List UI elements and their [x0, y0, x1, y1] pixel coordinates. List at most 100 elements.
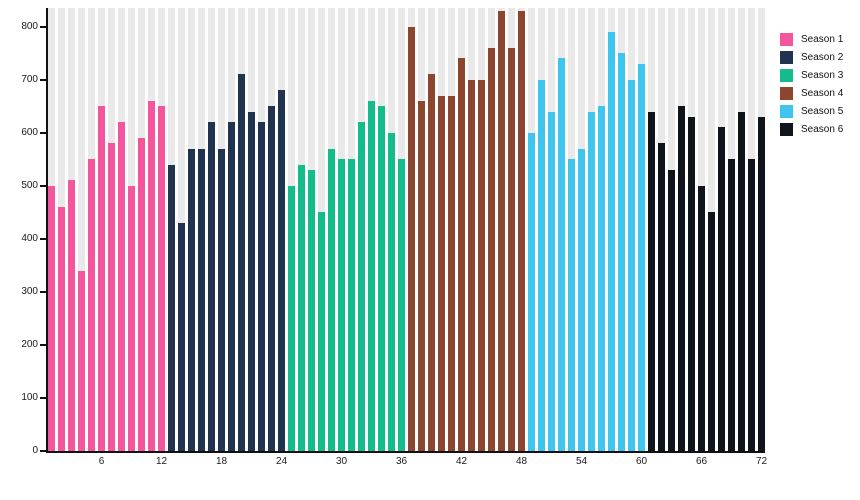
bar-episode-67 [708, 212, 715, 451]
y-tick-mark [40, 25, 46, 28]
bar-episode-49 [528, 132, 535, 451]
y-tick-mark [40, 78, 46, 81]
bar-episode-27 [308, 169, 315, 451]
legend-item-season-4: Season 4 [780, 87, 843, 100]
bar-episode-40 [438, 95, 445, 451]
bar-episode-37 [408, 26, 415, 451]
y-tick-mark [40, 343, 46, 346]
bar-episode-59 [628, 79, 635, 451]
bar-episode-64 [678, 106, 685, 451]
bar-episode-7 [108, 143, 115, 451]
bar-episode-36 [398, 159, 405, 451]
y-tick-mark [40, 131, 46, 134]
bar-episode-25 [288, 185, 295, 451]
bar-episode-68 [718, 127, 725, 451]
bar-episode-19 [228, 122, 235, 451]
bar-episode-4 [78, 270, 85, 451]
y-tick-label: 0 [32, 445, 38, 456]
legend-label: Season 4 [801, 88, 844, 99]
y-tick-label: 700 [21, 73, 38, 85]
y-tick-label: 300 [21, 285, 38, 297]
bar-episode-5 [88, 159, 95, 451]
bar-episode-2 [58, 207, 65, 451]
bar-episode-66 [698, 185, 705, 451]
legend-swatch-season-3 [780, 69, 793, 82]
y-tick-label: 400 [21, 232, 38, 244]
x-tick-label: 12 [155, 456, 168, 467]
bar-episode-58 [618, 53, 625, 451]
bar-episode-48 [518, 10, 525, 451]
legend-swatch-season-4 [780, 87, 793, 100]
bar-episode-61 [648, 111, 655, 451]
y-tick-mark [40, 396, 46, 399]
bar-episode-65 [688, 116, 695, 451]
y-axis-line [46, 8, 48, 453]
bar-episode-13 [168, 164, 175, 451]
bar-episode-60 [638, 63, 645, 451]
legend: Season 1 Season 2 Season 3 Season 4 Seas… [780, 33, 843, 136]
x-tick-label: 72 [755, 456, 768, 467]
bar-episode-26 [298, 164, 305, 451]
bar-episode-34 [378, 106, 385, 451]
bar-episode-1 [48, 185, 55, 451]
x-tick-label: 18 [215, 456, 228, 467]
bar-episode-11 [148, 100, 155, 451]
bar-episode-28 [318, 212, 325, 451]
bar-episode-32 [358, 122, 365, 451]
y-tick-label: 600 [21, 126, 38, 138]
x-tick-label: 30 [335, 456, 348, 467]
bar-episode-29 [328, 148, 335, 451]
bar-episode-70 [738, 111, 745, 451]
bar-episode-22 [258, 122, 265, 451]
legend-swatch-season-2 [780, 51, 793, 64]
x-tick-label: 24 [275, 456, 288, 467]
bar-episode-35 [388, 132, 395, 451]
bar-episode-46 [498, 10, 505, 451]
bar-episode-53 [568, 159, 575, 451]
bar-episode-63 [668, 169, 675, 451]
legend-swatch-season-6 [780, 123, 793, 136]
y-tick-mark [40, 290, 46, 293]
bar-episode-56 [598, 106, 605, 451]
legend-label: Season 1 [801, 34, 844, 45]
bar-episode-18 [218, 148, 225, 451]
y-tick-label: 500 [21, 179, 38, 191]
legend-item-season-3: Season 3 [780, 69, 843, 82]
x-tick-label: 48 [515, 456, 528, 467]
bar-episode-43 [468, 79, 475, 451]
bar-episode-54 [578, 148, 585, 451]
bar-episode-33 [368, 100, 375, 451]
legend-item-season-6: Season 6 [780, 123, 843, 136]
bar-episode-45 [488, 47, 495, 451]
bar-episode-31 [348, 159, 355, 451]
bar-episode-55 [588, 111, 595, 451]
bar-episode-57 [608, 31, 615, 451]
legend-label: Season 3 [801, 70, 844, 81]
bar-episode-20 [238, 74, 245, 451]
bar-episode-50 [538, 79, 545, 451]
x-tick-label: 60 [635, 456, 648, 467]
x-tick-label: 42 [455, 456, 468, 467]
bar-episode-39 [428, 74, 435, 451]
bar-episode-21 [248, 111, 255, 451]
bar-episode-6 [98, 106, 105, 451]
bar-episode-69 [728, 159, 735, 451]
bar-episode-16 [198, 148, 205, 451]
legend-item-season-1: Season 1 [780, 33, 843, 46]
x-tick-label: 54 [575, 456, 588, 467]
bar-episode-30 [338, 159, 345, 451]
bar-episode-3 [68, 180, 75, 451]
legend-label: Season 2 [801, 52, 844, 63]
x-tick-label: 6 [98, 456, 105, 467]
legend-swatch-season-1 [780, 33, 793, 46]
bar-episode-15 [188, 148, 195, 451]
bar-episode-12 [158, 106, 165, 451]
bar-episode-14 [178, 222, 185, 451]
background-stripe [78, 8, 85, 451]
bar-episode-42 [458, 58, 465, 451]
legend-swatch-season-5 [780, 105, 793, 118]
y-tick-label: 800 [21, 20, 38, 32]
bar-episode-9 [128, 185, 135, 451]
bar-episode-17 [208, 122, 215, 451]
